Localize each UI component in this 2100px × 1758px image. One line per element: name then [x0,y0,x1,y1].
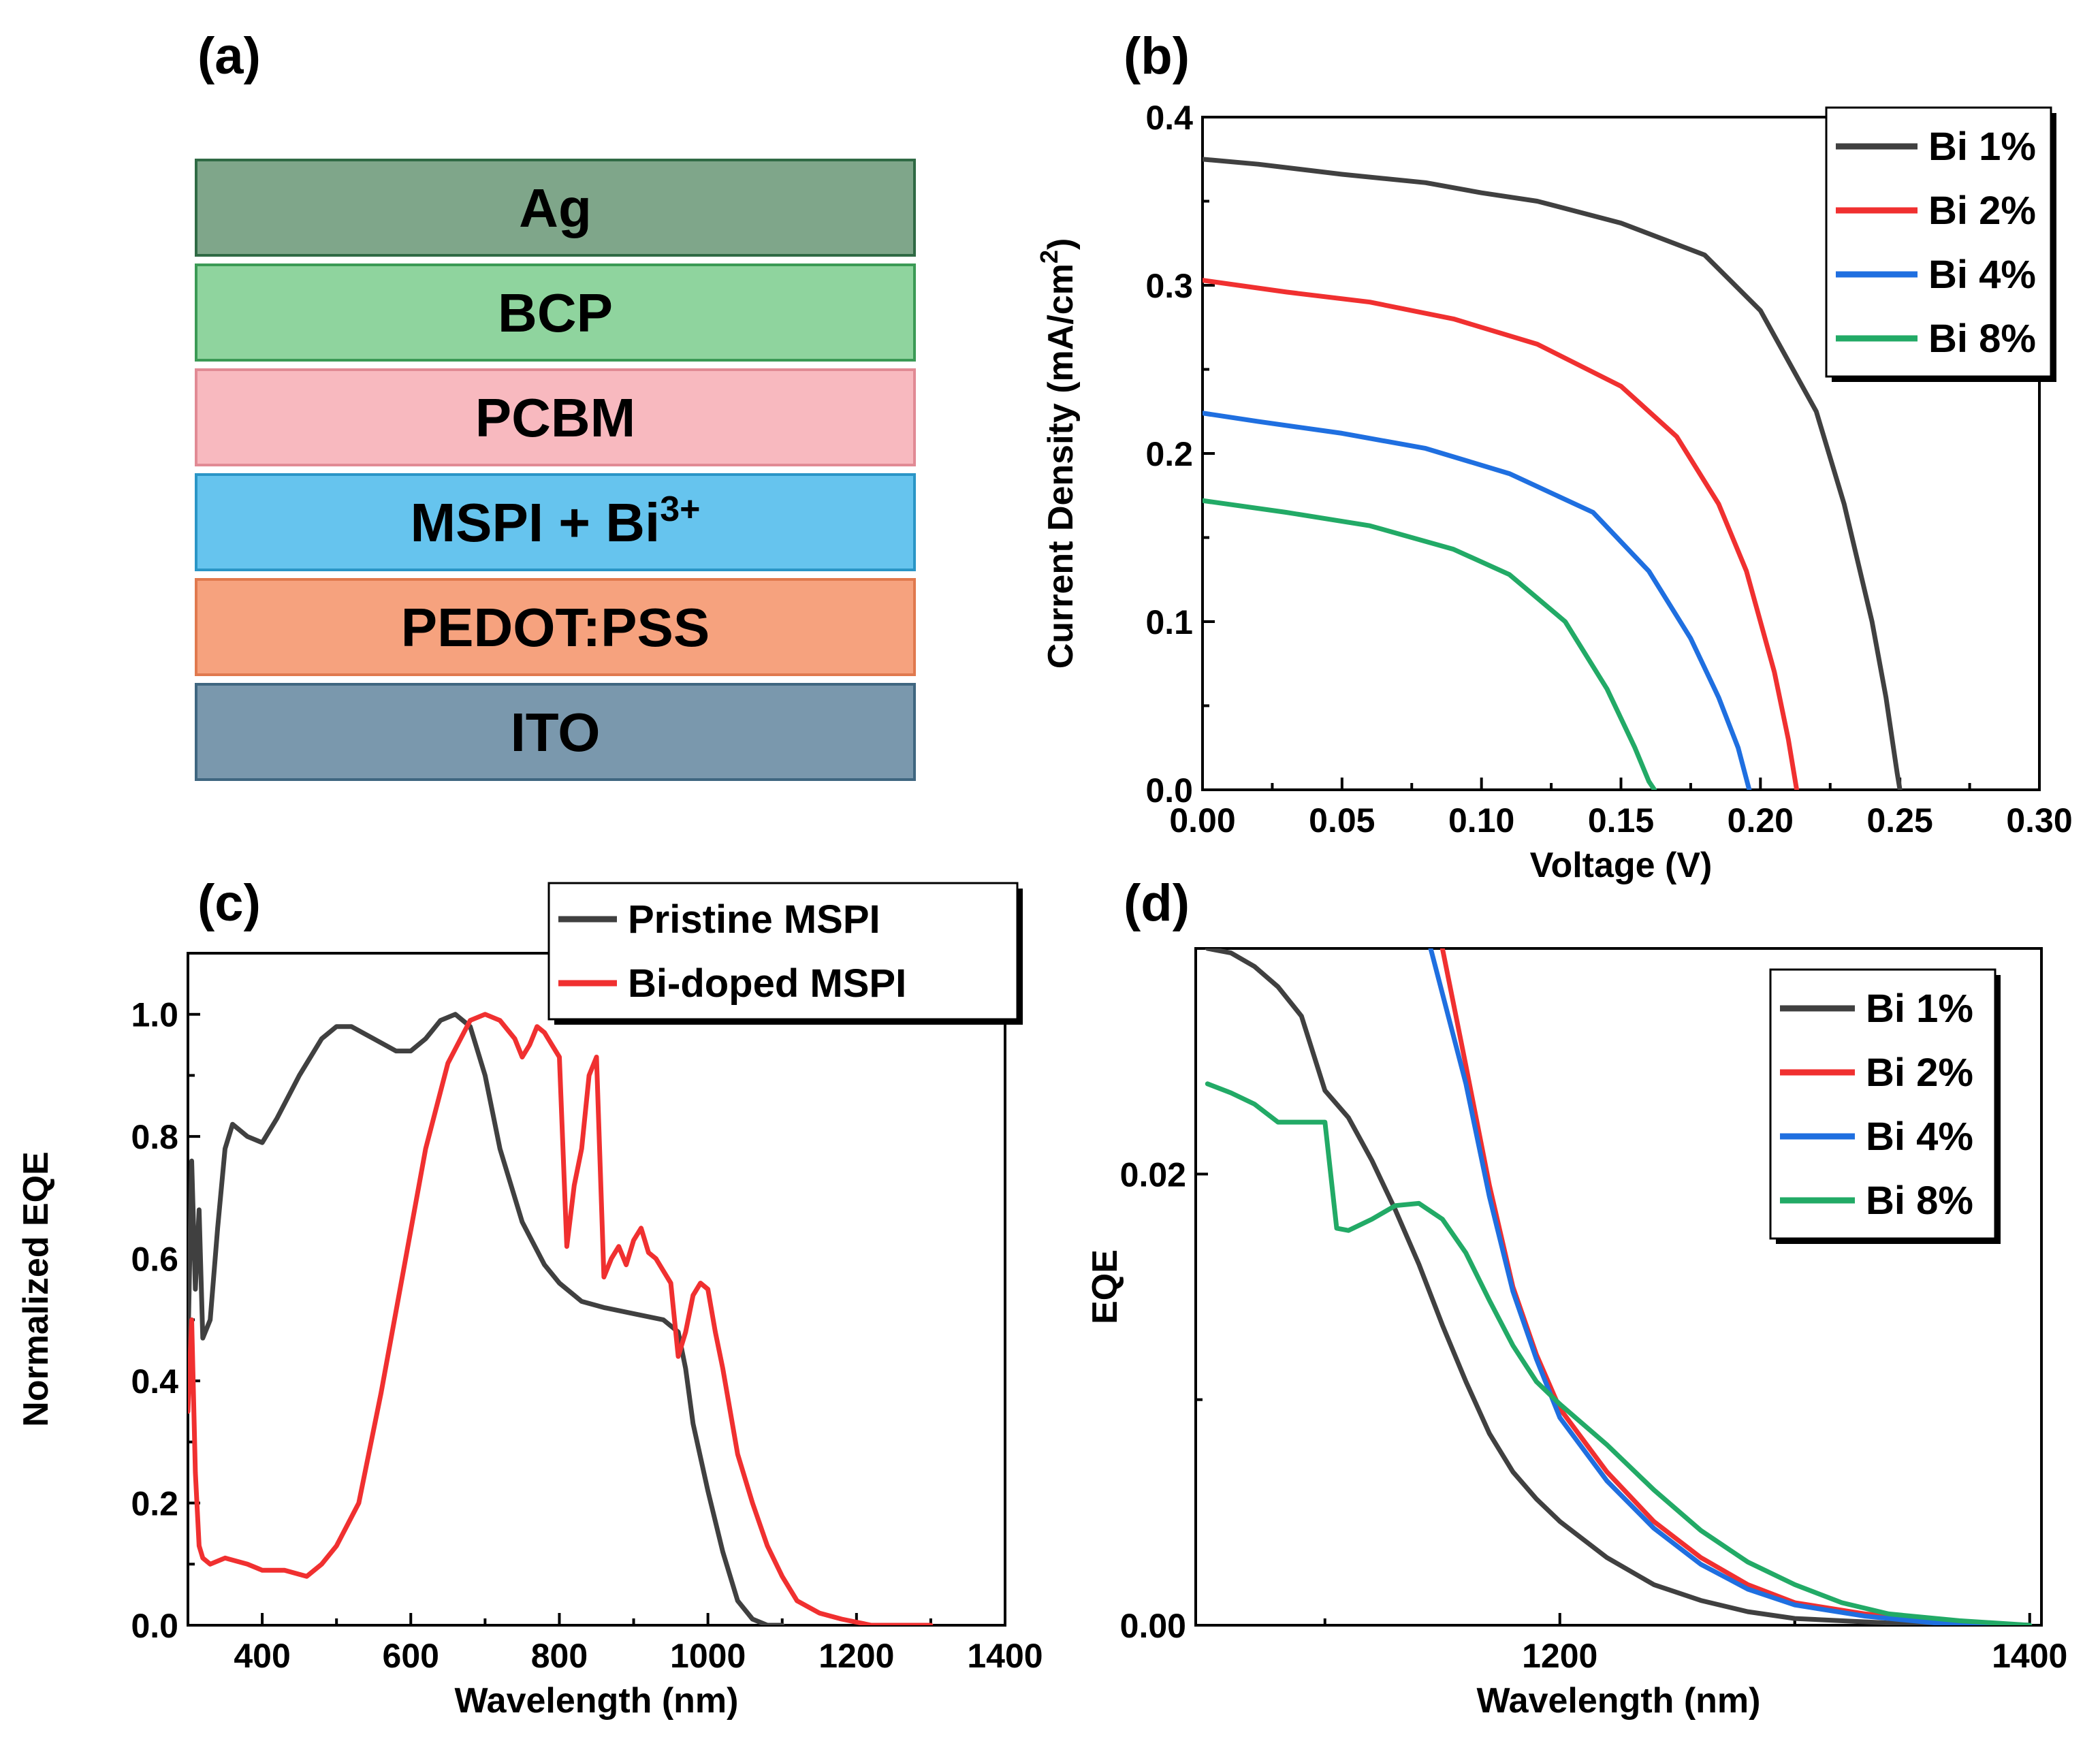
layer-mspi-bi: MSPI + Bi3+ [195,473,916,571]
chart-b-jv-curves: (b) 0.00 0.05 0.10 0.15 0.20 0.25 0.30 0.0 0.1 0.… [1035,27,2073,885]
y-tick-label: 0.1 [1145,603,1193,641]
layer-ag: Ag [195,159,916,257]
series-line-bi-4- [1203,411,1752,790]
x-tick-label: 800 [531,1637,588,1675]
layer-ito: ITO [195,683,916,781]
y-tick-label: 0.8 [131,1118,178,1156]
y-tick-label: 0.3 [1145,267,1193,305]
layer-pedot-pss: PEDOT:PSS [195,578,916,676]
x-tick-label: 1400 [1992,1637,2067,1675]
legend: Bi 1% Bi 2% Bi 4% Bi 8% [1825,106,2056,382]
layer-label: BCP [498,283,613,343]
x-tick-label: 0.05 [1309,801,1375,840]
x-tick-label: 400 [234,1637,290,1675]
panel-b-label: (b) [1124,27,1190,85]
legend-label: Bi 8% [1866,1179,1973,1223]
series-line-bi-4- [1428,948,2033,1625]
layer-box [195,578,916,676]
y-tick-label: 0.6 [131,1241,178,1279]
layer-box [195,159,916,257]
y-tick-label: 0.0 [131,1607,178,1645]
layer-label: PCBM [475,387,636,448]
x-tick-label: 1000 [670,1637,746,1675]
layer-label: MSPI + Bi3+ [410,490,700,553]
layer-bcp: BCP [195,263,916,362]
legend-label: Bi 2% [1928,189,2036,233]
panel-a-device-stack: (a) Ag BCP PCBM MSPI + Bi3+ PEDOT:PSS ITO [195,27,916,781]
x-axis-title: Wavelength (nm) [1477,1681,1761,1721]
layer-box [195,368,916,466]
y-tick-label: 0.4 [1145,99,1193,137]
layer-box [195,473,916,571]
y-axis-title: Normalized EQE [16,1151,56,1427]
layer-label: PEDOT:PSS [401,597,710,658]
legend-label: Bi 1% [1928,125,2036,169]
layer-box [195,683,916,781]
x-tick-label: 1200 [1522,1637,1597,1675]
x-tick-label: 600 [383,1637,439,1675]
x-tick-label: 0.10 [1448,801,1514,840]
x-tick-label: 0.15 [1588,801,1654,840]
legend-label: Bi 8% [1928,317,2036,361]
x-tick-label: 1400 [967,1637,1043,1675]
series-line-bi-8- [1203,498,1657,790]
x-tick-label: 0.00 [1169,801,1235,840]
legend-box [1769,968,1996,1240]
legend-box [547,882,1019,1021]
layer-stack: Ag BCP PCBM MSPI + Bi3+ PEDOT:PSS ITO [195,159,916,781]
y-tick-label: 0.4 [131,1362,178,1401]
y-axis-title: EQE [1085,1249,1125,1324]
chart-c-normalized-eqe: (c) 400 600 800 1000 1200 1400 0.0 0.2 0.4 0.6 0.8… [16,874,1043,1721]
x-tick-label: 0.20 [1728,801,1794,840]
x-axis-title: Wavelength (nm) [455,1681,739,1721]
layer-label: Ag [519,178,592,238]
legend-label: Pristine MSPI [628,897,880,942]
y-tick-label: 0.2 [131,1485,178,1523]
legend-label: Bi-doped MSPI [628,961,906,1006]
layer-box [195,263,916,362]
y-tick-label: 0.2 [1145,435,1193,473]
y-tick-label: 0.0 [1145,771,1193,810]
y-tick-label: 1.0 [131,996,178,1034]
x-tick-label: 0.30 [2006,801,2072,840]
chart-d-eqe-zoom: (d) 1200 1400 0.00 0.02 Wavelength (nm) EQE Bi… [1085,874,2067,1721]
legend-label: Bi 2% [1866,1051,1973,1095]
x-tick-label: 0.25 [1867,801,1933,840]
legend-label: Bi 4% [1928,253,2036,297]
series-line-pristine-mspi [188,1012,785,1625]
x-tick-label: 1200 [818,1637,894,1675]
legend-label: Bi 1% [1866,987,1973,1031]
y-axis-title: Current Density (mA/cm2) [1035,238,1081,669]
y-tick-label: 0.02 [1120,1155,1186,1194]
series-line-bi-1- [1203,157,1903,790]
x-axis-title: Voltage (V) [1530,846,1713,885]
legend: Bi 1% Bi 2% Bi 4% Bi 8% [1769,968,2001,1244]
layer-label: ITO [511,702,601,763]
y-tick-label: 0.00 [1120,1607,1186,1645]
legend: Pristine MSPI Bi-doped MSPI [547,882,1023,1025]
panel-d-label: (d) [1124,874,1190,932]
panel-a-label: (a) [197,27,261,85]
series-line-bi-2- [1203,278,1800,790]
series-line-bi-1- [1205,948,2033,1625]
series-line-bi-8- [1205,1081,2033,1625]
legend-label: Bi 4% [1866,1115,1973,1159]
layer-pcbm: PCBM [195,368,916,466]
legend-box [1825,106,2052,378]
series-line-bi-doped-mspi [188,1012,934,1625]
panel-c-label: (c) [197,874,261,932]
plot-frame [1194,947,2043,1627]
